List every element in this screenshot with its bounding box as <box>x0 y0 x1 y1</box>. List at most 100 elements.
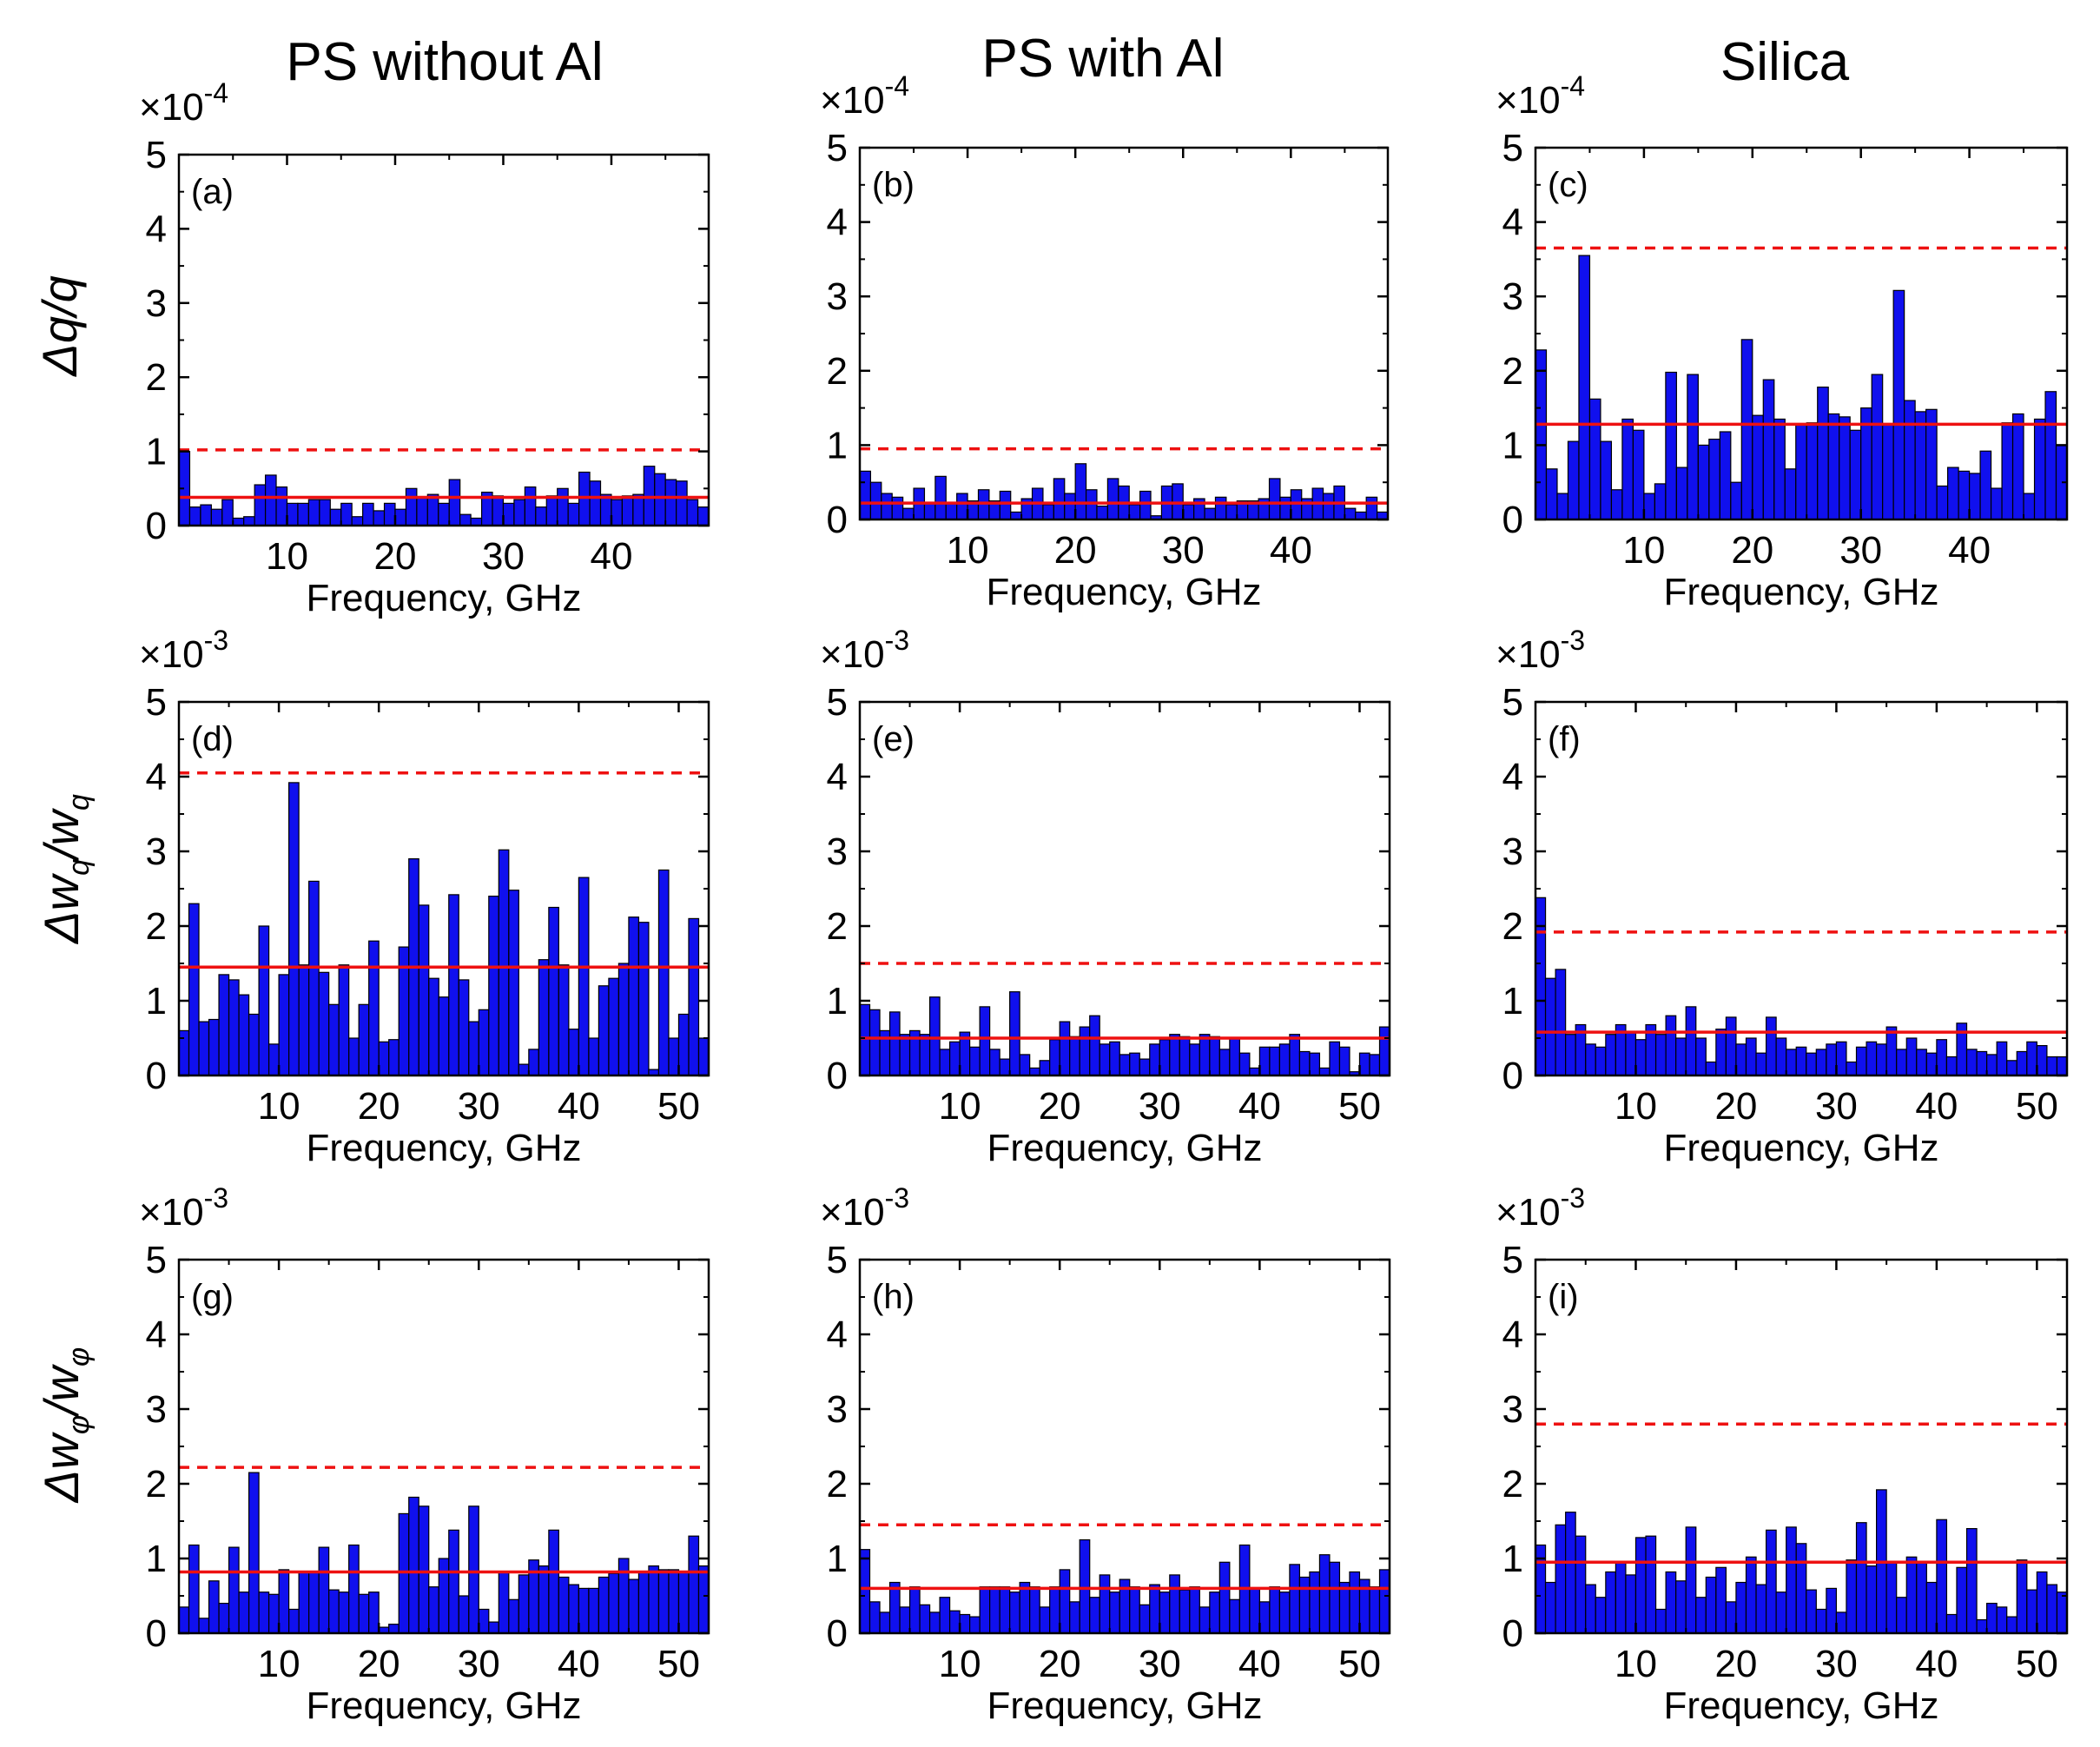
bar <box>1665 1571 1677 1634</box>
bar <box>1268 478 1281 520</box>
bar <box>1719 431 1732 520</box>
bar <box>1278 1591 1291 1634</box>
bar <box>1182 504 1195 520</box>
y-tick-label: 3 <box>146 282 167 325</box>
bar <box>608 977 620 1076</box>
x-tick-label: 10 <box>1615 1085 1657 1128</box>
bar <box>1826 1043 1838 1076</box>
y-tick-label: 4 <box>146 756 167 798</box>
bar <box>1695 1037 1707 1076</box>
bar <box>1129 1586 1140 1634</box>
panel-label: (b) <box>872 166 915 204</box>
x-tick-label: 20 <box>1039 1643 1081 1685</box>
bar <box>1634 1039 1647 1076</box>
row-ylabel-dwq-wq: Δwq/wq <box>34 794 96 945</box>
bar <box>1871 374 1884 520</box>
bar <box>657 869 670 1076</box>
bar <box>1019 1581 1031 1634</box>
bar <box>1229 1598 1240 1634</box>
y-tick-label: 0 <box>146 1055 167 1097</box>
bar <box>1956 1566 1968 1634</box>
x-tick-label: 30 <box>458 1643 500 1685</box>
bar <box>1575 1535 1587 1634</box>
multiplier-base: ×10 <box>1496 1191 1561 1234</box>
bar <box>1715 1566 1727 1634</box>
bar <box>1846 1559 1858 1634</box>
bar <box>1654 1034 1667 1076</box>
bar <box>677 1013 690 1076</box>
multiplier-base: ×10 <box>820 1191 885 1234</box>
panel-label: (h) <box>872 1278 915 1316</box>
x-axis-label: Frequency, GHz <box>986 571 1261 613</box>
bar <box>888 1581 901 1634</box>
bar <box>319 499 331 526</box>
bar <box>2033 418 2046 520</box>
bar <box>1839 416 1851 520</box>
bar <box>1329 1561 1341 1634</box>
bar <box>1249 1587 1260 1634</box>
bar <box>1632 429 1645 520</box>
bar <box>2026 1589 2037 1634</box>
x-tick-label: 40 <box>1948 529 1991 572</box>
bar <box>1595 1046 1607 1076</box>
bar <box>318 1546 330 1634</box>
x-tick-label: 40 <box>1915 1085 1958 1128</box>
bar <box>1675 1580 1687 1634</box>
bar <box>1269 1586 1281 1634</box>
bar <box>1996 1606 2008 1634</box>
bar <box>1595 1597 1607 1634</box>
bar <box>1786 1526 1797 1634</box>
bar <box>956 493 968 520</box>
multiplier-base: ×10 <box>139 1191 204 1234</box>
x-tick-label: 30 <box>1139 1085 1181 1128</box>
bar <box>1866 1565 1878 1634</box>
bar <box>888 1011 901 1076</box>
y-tick-label: 2 <box>146 356 167 399</box>
bar <box>248 1472 260 1634</box>
multiplier-exponent: -3 <box>204 625 228 656</box>
bar <box>1059 1569 1071 1634</box>
y-tick-label: 4 <box>1502 202 1523 244</box>
x-tick-label: 20 <box>374 535 417 578</box>
bar <box>902 507 915 520</box>
y-tick-label: 1 <box>1502 1538 1523 1580</box>
bar <box>348 1037 360 1076</box>
bar <box>2036 1044 2048 1076</box>
bar <box>418 904 430 1076</box>
bar <box>558 964 570 1076</box>
bar <box>1784 468 1797 520</box>
bar <box>1556 493 1569 520</box>
bar <box>416 496 428 526</box>
bar <box>1139 1604 1151 1634</box>
bar <box>1149 1584 1160 1634</box>
bar <box>1079 1539 1091 1634</box>
bar <box>617 1558 630 1634</box>
bar <box>1835 1041 1847 1076</box>
bar <box>697 1037 710 1076</box>
y-tick-label: 4 <box>827 202 848 244</box>
axis-multiplier: ×10-3 <box>820 1182 909 1234</box>
bar <box>1965 1527 1978 1634</box>
panel-label: (a) <box>191 173 234 211</box>
bar <box>928 996 941 1076</box>
panel-d: 0 1 2 3 4 5 10 20 30 40 50 Frequency, GHz (d) ×10-3 <box>139 625 710 1169</box>
multiplier-base: ×10 <box>139 86 204 129</box>
y-tick-label: 1 <box>827 980 848 1022</box>
bar <box>1806 1052 1817 1076</box>
bar <box>1695 1597 1707 1634</box>
bar <box>611 499 624 526</box>
bar <box>1996 1041 2008 1076</box>
bar <box>899 1606 911 1634</box>
bar <box>1159 1591 1171 1634</box>
bar <box>1585 1043 1596 1076</box>
bar <box>2006 1616 2017 1634</box>
y-tick-label: 3 <box>1502 1388 1523 1431</box>
axis-multiplier: ×10-3 <box>139 1182 228 1234</box>
bar <box>548 906 559 1076</box>
bar <box>1269 1046 1281 1076</box>
bar <box>1708 438 1720 520</box>
y-tick-label: 4 <box>827 756 848 798</box>
bar <box>948 1041 961 1076</box>
bar <box>1968 473 1981 520</box>
